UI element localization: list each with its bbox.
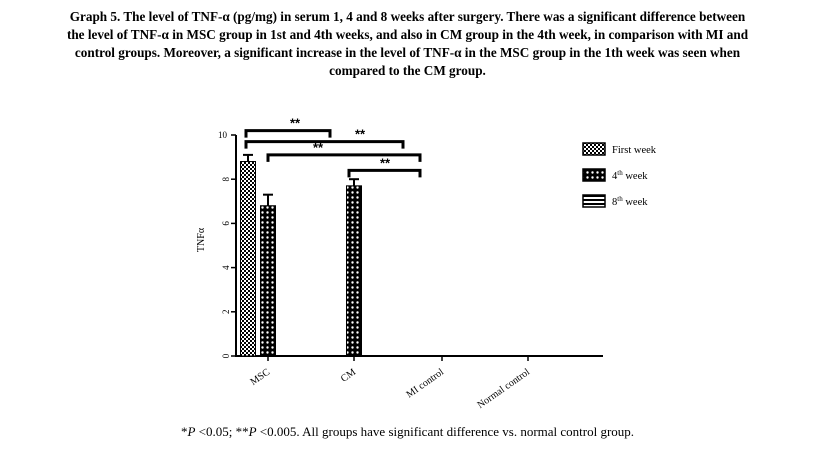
y-tick-label: 6 bbox=[221, 221, 231, 226]
y-tick-label: 8 bbox=[221, 176, 231, 181]
footnote-p2: P bbox=[248, 424, 257, 439]
caption-line-2: the level of TNF-α in MSC group in 1st a… bbox=[66, 27, 749, 42]
legend-swatch bbox=[582, 194, 606, 208]
legend-swatch bbox=[582, 168, 606, 182]
significance-bracket bbox=[347, 168, 422, 178]
significance-label: ** bbox=[290, 116, 301, 131]
footnote-prefix: * bbox=[180, 424, 188, 439]
x-tick-label: MI control bbox=[404, 367, 446, 401]
footnote-rest: <0.005. All groups have significant diff… bbox=[256, 424, 635, 439]
footnote: *P <0.05; **P <0.005. All groups have si… bbox=[0, 424, 815, 440]
significance-bracket bbox=[266, 153, 422, 162]
y-tick-label: 0 bbox=[221, 353, 231, 358]
legend-label: 8th week bbox=[612, 195, 648, 208]
plot-area: 0 2 4 6 8 10 TNFα MSC CM MI control Normal control… bbox=[196, 116, 603, 411]
caption-line-4: compared to the CM group. bbox=[329, 63, 486, 78]
chart-caption: Graph 5. The level of TNF-α (pg/mg) in s… bbox=[10, 8, 805, 80]
significance-label: ** bbox=[380, 155, 391, 170]
bar bbox=[260, 205, 276, 357]
legend-label: 4th week bbox=[612, 169, 648, 182]
significance-bracket bbox=[244, 129, 332, 138]
footnote-mid: <0.05; ** bbox=[195, 424, 249, 439]
x-tick-label: Normal control bbox=[475, 367, 532, 411]
significance-bracket bbox=[244, 140, 405, 149]
y-tick-label: 2 bbox=[221, 310, 231, 315]
legend: First week 4th week 8th week bbox=[582, 142, 657, 208]
y-axis-label: TNFα bbox=[196, 227, 207, 252]
caption-line-1: Graph 5. The level of TNF-α (pg/mg) in s… bbox=[69, 9, 746, 24]
y-tick-label: 4 bbox=[221, 265, 231, 270]
footnote-p1: P bbox=[187, 424, 196, 439]
x-tick-label: CM bbox=[339, 367, 358, 385]
significance-label: ** bbox=[313, 140, 324, 155]
x-tick-label: MSC bbox=[248, 367, 272, 388]
legend-label: First week bbox=[612, 145, 657, 156]
bar bbox=[240, 161, 256, 357]
caption-line-3: control groups. Moreover, a significant … bbox=[74, 45, 741, 60]
y-tick-label: 10 bbox=[218, 130, 228, 140]
significance-label: ** bbox=[355, 127, 366, 142]
legend-swatch bbox=[582, 142, 606, 156]
bar bbox=[346, 185, 362, 357]
